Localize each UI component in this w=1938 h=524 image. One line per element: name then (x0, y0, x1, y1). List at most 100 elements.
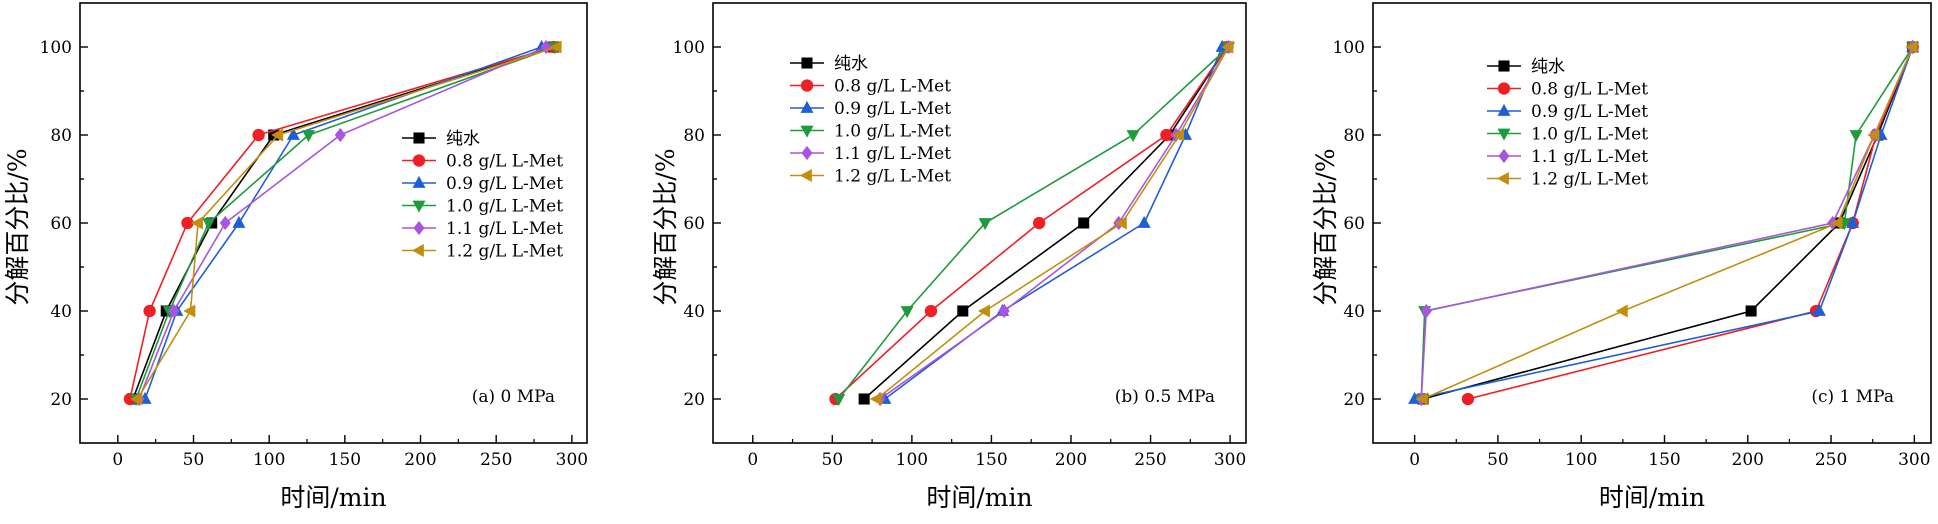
x-tick-label: 200 (404, 450, 436, 470)
x-tick-label: 150 (1648, 450, 1680, 470)
panel-label: (c) 1 MPa (1811, 387, 1894, 407)
legend-label: 1.0 g/L L-Met (834, 122, 951, 142)
x-tick-label: 300 (1214, 450, 1246, 470)
legend-marker (800, 125, 814, 138)
x-tick-label: 200 (1732, 450, 1764, 470)
legend-marker (1497, 128, 1511, 141)
x-tick-label: 250 (1134, 450, 1166, 470)
data-point (219, 215, 231, 231)
legend-label: 0.9 g/L L-Met (446, 174, 563, 194)
legend-marker (412, 154, 426, 167)
data-point (1905, 40, 1918, 54)
legend-label: 纯水 (446, 129, 480, 149)
x-tick-label: 150 (329, 450, 361, 470)
legend-marker (413, 220, 425, 236)
x-tick-label: 100 (1565, 450, 1597, 470)
x-tick-label: 0 (112, 450, 123, 470)
panel-label: (b) 0.5 MPa (1115, 387, 1215, 407)
y-tick-label: 20 (1343, 390, 1365, 410)
x-tick-label: 50 (822, 450, 844, 470)
legend-marker (801, 145, 813, 161)
x-tick-label: 250 (1815, 450, 1847, 470)
data-point (1415, 392, 1428, 406)
data-point (1461, 392, 1475, 406)
y-tick-label: 60 (50, 214, 72, 234)
data-point (302, 130, 316, 143)
series-6 (1415, 40, 1918, 406)
data-point (832, 394, 846, 407)
series-6 (869, 40, 1234, 406)
data-point (130, 392, 143, 406)
legend-item: 纯水 (402, 129, 480, 149)
legend-marker (1498, 148, 1510, 164)
legend-marker (411, 244, 424, 257)
data-point (1745, 305, 1757, 317)
data-point (1078, 217, 1090, 229)
y-tick-label: 100 (1333, 38, 1365, 58)
legend-item: 0.9 g/L L-Met (1487, 102, 1648, 122)
legend-label: 1.1 g/L L-Met (1531, 147, 1648, 167)
y-tick-label: 80 (50, 126, 72, 146)
legend-item: 1.0 g/L L-Met (790, 122, 951, 142)
x-tick-label: 150 (975, 450, 1007, 470)
legend-item: 1.1 g/L L-Met (790, 144, 951, 164)
chart-panel-3: 0 50 100 150 200 250 30020406080100时间/min分解百分比… (1311, 2, 1932, 512)
legend-marker (799, 169, 812, 182)
y-axis-label: 分解百分比/% (3, 148, 32, 305)
y-tick-label: 100 (673, 38, 705, 58)
x-tick-label: 100 (896, 450, 928, 470)
legend-marker (413, 132, 425, 144)
data-point (286, 127, 300, 140)
x-tick-label: 100 (253, 450, 285, 470)
legend-label: 1.1 g/L L-Met (834, 144, 951, 164)
x-tick-label: 0 (1409, 450, 1420, 470)
x-tick-label: 200 (1055, 450, 1087, 470)
y-tick-label: 60 (683, 214, 705, 234)
legend-marker (800, 100, 814, 113)
y-tick-label: 80 (683, 126, 705, 146)
data-point (1172, 128, 1185, 142)
legend-label: 0.9 g/L L-Met (834, 99, 951, 119)
legend-item: 0.9 g/L L-Met (402, 174, 563, 194)
data-point (143, 304, 156, 318)
data-point (202, 218, 216, 231)
data-point (1221, 40, 1234, 54)
legend-label: 0.8 g/L L-Met (1531, 80, 1648, 100)
data-point (1032, 216, 1046, 230)
data-point (1830, 216, 1843, 230)
y-tick-label: 40 (1343, 302, 1365, 322)
legend-item: 1.1 g/L L-Met (1487, 147, 1648, 167)
chart-panel-2: 0 50 100 150 200 250 300 20 40 60 80 100 时间/min 分解百分比… (651, 2, 1247, 512)
data-point (1849, 130, 1863, 143)
data-point (190, 216, 203, 230)
panel-label: (a) 0 MPa (472, 387, 555, 407)
x-tick-label: 300 (1898, 450, 1930, 470)
legend-label: 1.0 g/L L-Met (446, 197, 563, 217)
y-axis-label: 分解百分比/% (1311, 148, 1340, 305)
legend-label: 纯水 (1531, 57, 1565, 77)
y-tick-label: 60 (1343, 214, 1365, 234)
data-point (232, 215, 246, 228)
data-point (181, 216, 194, 230)
legend-label: 1.1 g/L L-Met (446, 219, 563, 239)
y-tick-label: 80 (1343, 126, 1365, 146)
legend-item: 0.8 g/L L-Met (402, 152, 563, 172)
legend-marker (800, 79, 814, 92)
legend-item: 1.1 g/L L-Met (402, 219, 563, 239)
legend-marker (1497, 82, 1511, 95)
chart-panel-1: 0 50 100 150 200 250 300 20 40 60 80 100 时间/min 分解百分比… (3, 2, 588, 512)
data-point (1615, 304, 1628, 318)
data-point (978, 218, 992, 231)
legend-label: 1.0 g/L L-Met (1531, 125, 1648, 145)
data-point (1160, 128, 1173, 142)
data-point (1867, 128, 1880, 142)
legend-item: 纯水 (1487, 57, 1565, 77)
legend-item: 1.2 g/L L-Met (402, 242, 563, 262)
legend-marker (1497, 103, 1511, 116)
legend-marker (1496, 172, 1509, 185)
x-tick-label: 50 (1487, 450, 1509, 470)
data-point (998, 303, 1010, 319)
